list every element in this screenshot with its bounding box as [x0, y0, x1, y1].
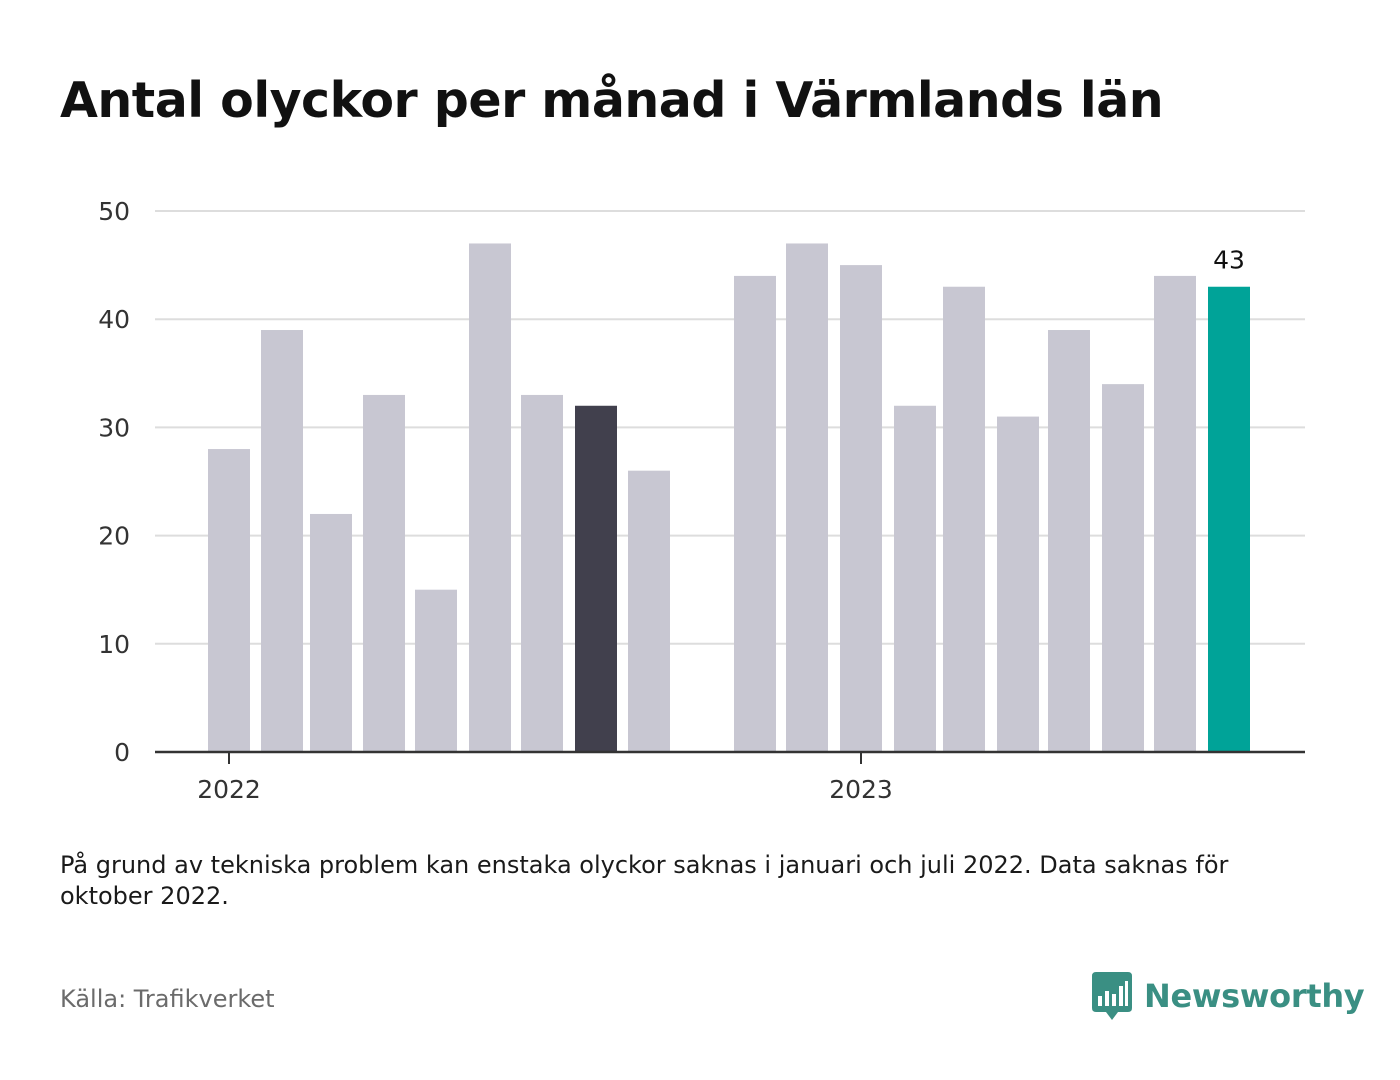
x-axis: 2022 2023: [155, 750, 1305, 804]
bar: [575, 405, 617, 752]
y-tick-label: 40: [98, 305, 130, 334]
newsworthy-logo-icon: [1092, 972, 1132, 1020]
bar: [997, 416, 1039, 752]
y-tick-label: 20: [98, 522, 130, 551]
bar: [1102, 384, 1144, 752]
chart-title: Antal olyckor per månad i Värmlands län: [60, 72, 1164, 129]
bar-chart: 0 10 20 30 40 50 43 2022 2023: [98, 197, 1305, 804]
data-label: 43: [1213, 246, 1245, 275]
y-axis-ticks: 0 10 20 30 40 50: [98, 197, 130, 767]
bar: [1208, 286, 1250, 752]
source-text: Källa: Trafikverket: [60, 985, 275, 1013]
bar: [208, 449, 250, 752]
y-tick-label: 30: [98, 413, 130, 442]
bar: [363, 394, 405, 752]
footnote: På grund av tekniska problem kan enstaka…: [60, 851, 1229, 910]
bar: [1048, 330, 1090, 752]
bar: [310, 513, 352, 752]
bar: [521, 394, 563, 752]
y-tick-label: 0: [114, 738, 130, 767]
brand-logo: Newsworthy: [1092, 970, 1365, 1022]
bar: [734, 275, 776, 752]
bar: [894, 405, 936, 752]
bars: [208, 243, 1250, 752]
bar: [469, 243, 511, 752]
x-tick-label: 2023: [829, 775, 893, 804]
y-tick-label: 10: [98, 630, 130, 659]
bar: [943, 286, 985, 752]
x-tick-label: 2022: [197, 775, 261, 804]
bar: [628, 470, 670, 752]
bar: [261, 330, 303, 752]
bar: [415, 589, 457, 752]
data-labels: 43: [1213, 246, 1245, 275]
bar: [786, 243, 828, 752]
bar: [840, 265, 882, 752]
y-tick-label: 50: [98, 197, 130, 226]
brand-name: Newsworthy: [1144, 977, 1365, 1015]
bar: [1154, 275, 1196, 752]
